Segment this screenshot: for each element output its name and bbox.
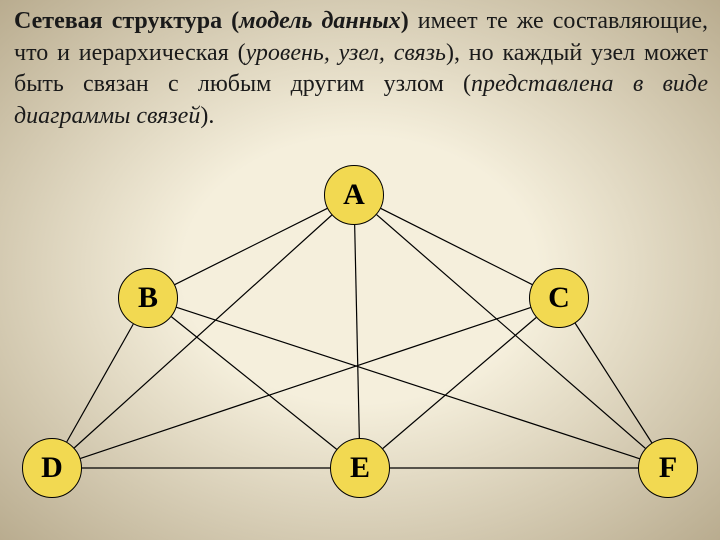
slide-root: Сетевая структура (модель данных) имеет … [0,0,720,540]
edge-C-D [80,308,530,459]
edge-C-E [383,317,536,448]
edge-B-E [171,317,336,449]
node-B: B [118,268,178,328]
edge-A-E [355,225,360,438]
node-D: D [22,438,82,498]
node-E: E [330,438,390,498]
node-A: A [324,165,384,225]
edge-A-C [381,208,532,284]
edge-A-D [74,215,331,448]
node-C: C [529,268,589,328]
node-F: F [638,438,698,498]
edge-A-F [377,215,646,449]
edge-A-B [175,208,327,284]
edge-C-F [575,323,652,442]
